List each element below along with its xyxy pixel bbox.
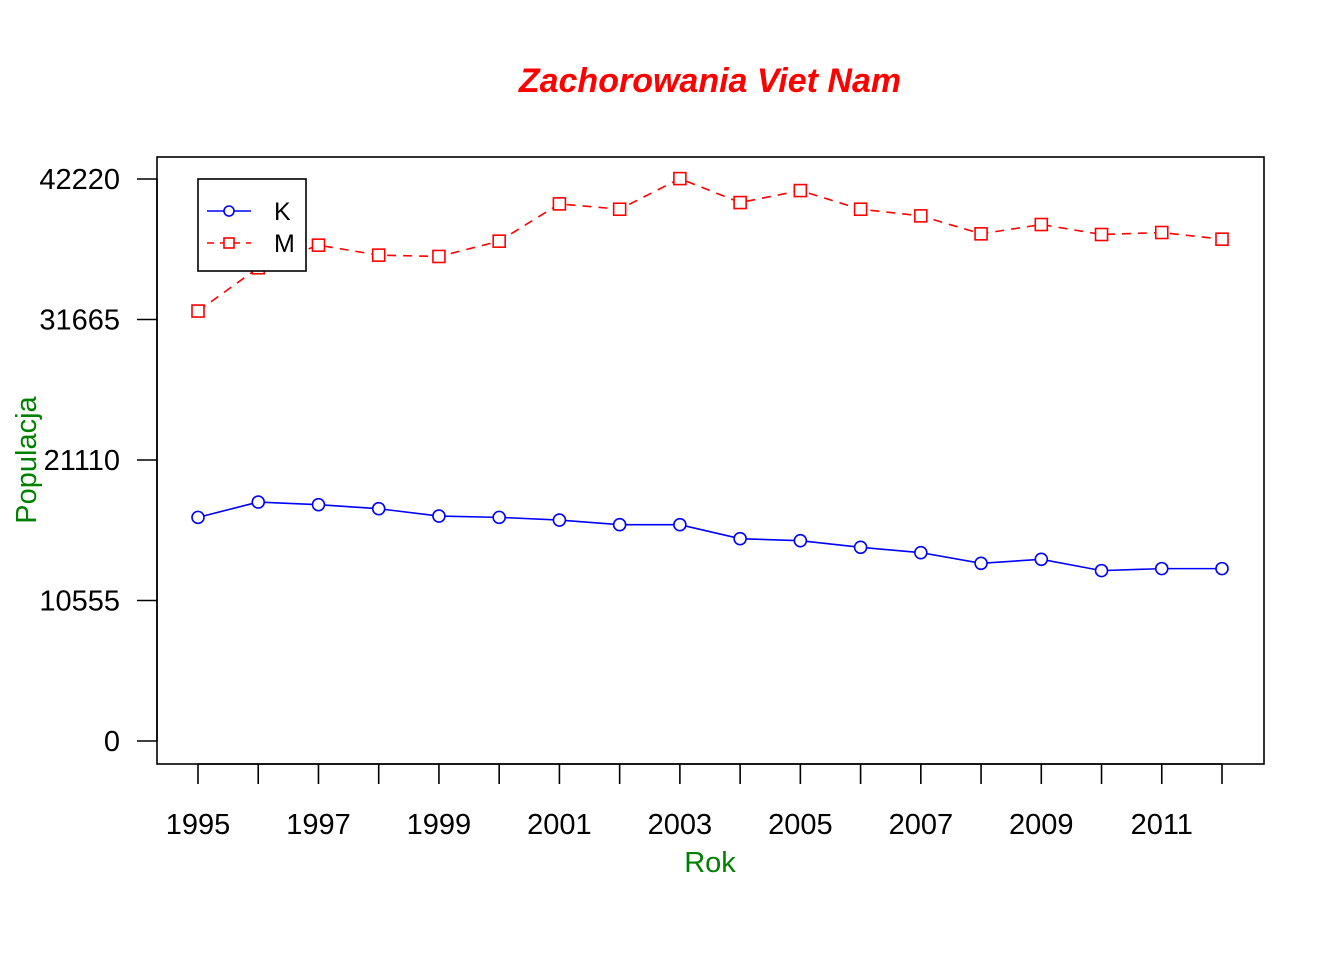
- data-point-K: [1094, 563, 1109, 578]
- data-point-M: [1094, 227, 1109, 242]
- x-tick-label: 1997: [286, 809, 351, 841]
- series-layer: [191, 171, 1229, 578]
- data-point-M: [1215, 232, 1229, 246]
- chart-title: Zachorowania Viet Nam: [518, 62, 901, 100]
- data-point-M: [1154, 225, 1169, 240]
- y-axis-label: Populacja: [11, 395, 43, 523]
- series-line-K: [197, 501, 1222, 572]
- data-point-M: [311, 238, 326, 252]
- data-point-M: [612, 202, 627, 217]
- data-point-M: [673, 171, 687, 186]
- x-tick-label: 2005: [768, 809, 833, 841]
- data-point-M: [733, 195, 747, 210]
- data-point-K: [612, 517, 627, 532]
- data-point-K: [1215, 561, 1229, 576]
- data-point-M: [853, 202, 868, 217]
- y-tick-label: 21110: [44, 445, 120, 477]
- y-tick-label: 42220: [39, 164, 120, 196]
- y-tick-label: 31665: [39, 305, 120, 337]
- data-point-K: [1034, 552, 1049, 567]
- data-point-K: [1154, 561, 1169, 576]
- data-point-K: [492, 510, 506, 525]
- data-point-M: [914, 209, 928, 223]
- data-point-M: [492, 234, 506, 248]
- series-K: [191, 495, 1229, 578]
- data-point-M: [974, 227, 988, 241]
- data-point-K: [793, 533, 808, 548]
- data-point-K: [733, 531, 747, 546]
- data-point-K: [974, 556, 988, 571]
- data-point-K: [432, 509, 446, 523]
- data-point-K: [191, 510, 205, 525]
- y-axis: 0 10555 21110 31665 42220: [39, 164, 158, 758]
- y-tick-label: 0: [104, 726, 120, 758]
- data-point-K: [251, 495, 266, 509]
- data-point-M: [191, 304, 205, 318]
- data-point-K: [371, 501, 386, 516]
- x-axis-label: Rok: [684, 847, 736, 879]
- y-tick-label: 10555: [39, 586, 120, 618]
- data-point-M: [432, 249, 446, 264]
- data-point-M: [793, 183, 808, 198]
- data-point-M: [371, 248, 386, 262]
- x-tick-label: 2009: [1009, 809, 1074, 841]
- x-tick-label: 1999: [407, 809, 472, 841]
- data-point-K: [673, 517, 687, 532]
- x-tick-label: 2011: [1131, 809, 1193, 841]
- data-point-K: [853, 540, 868, 555]
- data-point-K: [552, 513, 567, 527]
- x-tick-label: 1995: [166, 809, 231, 841]
- legend-label-K: K: [274, 198, 291, 226]
- legend-box: [197, 178, 307, 272]
- x-tick-label: 2007: [889, 809, 954, 841]
- legend: KM: [197, 178, 307, 272]
- x-tick-label: 2003: [648, 809, 713, 841]
- series-M: [191, 171, 1229, 318]
- legend-label-M: M: [274, 230, 295, 258]
- legend-marker-K: [223, 205, 235, 217]
- data-point-K: [914, 545, 928, 560]
- data-point-M: [1034, 217, 1049, 232]
- series-line-M: [197, 177, 1223, 312]
- x-axis: 1995 1997 1999 2001 2003 2005 2007 2009 2011: [166, 763, 1223, 841]
- legend-marker-M: [223, 237, 235, 249]
- x-tick-label: 2001: [527, 809, 592, 841]
- data-point-M: [552, 197, 567, 211]
- data-point-K: [311, 497, 326, 512]
